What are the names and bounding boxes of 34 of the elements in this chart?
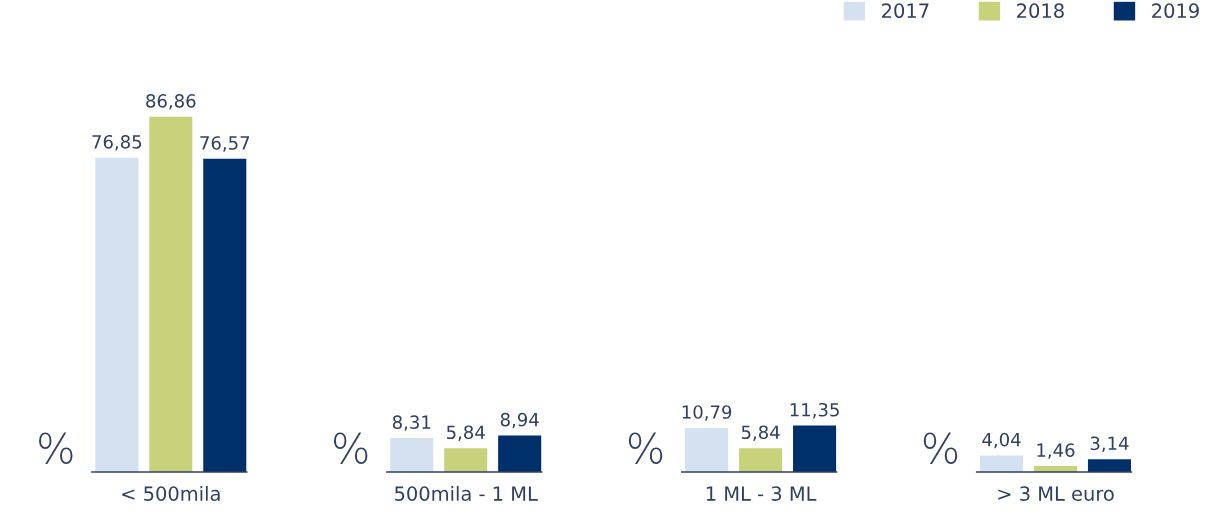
legend-label: 2017: [882, 3, 929, 19]
annotation: %: [923, 432, 958, 464]
annotation: %: [333, 432, 368, 464]
data-label: 3,14: [1090, 436, 1129, 452]
x-tick-label: < 500mila: [122, 485, 220, 501]
data-label: 76,85: [92, 134, 142, 151]
bar: [980, 455, 1024, 473]
bar: [793, 425, 837, 473]
bar: [390, 438, 434, 473]
data-label: 1,46: [1037, 443, 1075, 459]
data-label: 4,04: [982, 432, 1021, 449]
x-tick-label: > 3 ML euro: [998, 486, 1114, 501]
x-tick-label: 500mila - 1 ML: [395, 485, 538, 501]
bar: [498, 435, 542, 473]
data-label: 10,79: [682, 405, 732, 421]
annotation: %: [628, 432, 663, 464]
legend-label: 2019: [1152, 3, 1199, 19]
legend-label: 2018: [1017, 3, 1064, 19]
data-label: 8,31: [392, 415, 431, 431]
bar: [1087, 459, 1131, 473]
bar: [444, 448, 488, 473]
data-label: 5,84: [447, 425, 485, 441]
data-label: 11,35: [790, 402, 839, 419]
bar: [685, 427, 729, 473]
data-label: 86,86: [146, 94, 196, 110]
data-label: 8,94: [500, 412, 539, 429]
data-label: 5,84: [741, 425, 780, 441]
bar: [203, 158, 247, 473]
bar: [95, 157, 139, 473]
bar: [739, 448, 783, 473]
annotation: %: [39, 432, 73, 464]
bar: [149, 116, 193, 473]
x-tick-label: 1 ML - 3 ML: [706, 486, 817, 501]
data-label: 76,57: [200, 136, 250, 152]
